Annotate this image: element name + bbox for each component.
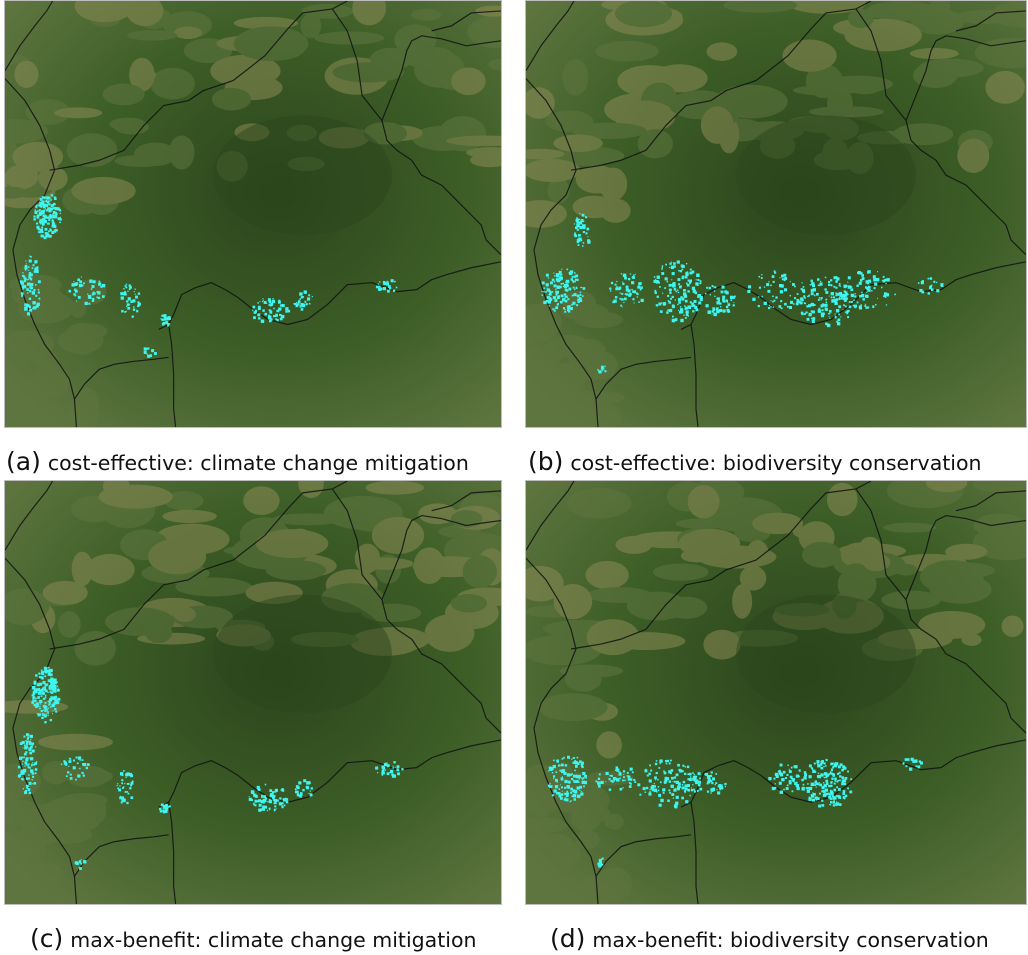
map-svg (5, 1, 501, 427)
country-borders (5, 1, 501, 427)
map-svg (526, 1, 1026, 427)
caption-text-c: max-benefit: climate change mitigation (70, 928, 477, 952)
savanna-texture (5, 1, 501, 427)
satellite-map-a (4, 0, 502, 428)
dense-forest-core (736, 594, 916, 714)
country-borders (526, 481, 1026, 904)
caption-b: (b) cost-effective: biodiversity conserv… (528, 449, 982, 475)
map-svg (5, 481, 501, 904)
dense-forest-core (213, 594, 392, 714)
caption-label-d: (d) (550, 924, 586, 953)
satellite-map-b (525, 0, 1027, 428)
savanna-texture (526, 1, 1026, 427)
caption-a: (a) cost-effective: climate change mitig… (6, 449, 469, 475)
dense-forest-core (736, 115, 916, 235)
caption-d: (d) max-benefit: biodiversity conservati… (550, 926, 989, 952)
selected-areas (547, 755, 923, 868)
map-svg (526, 481, 1026, 904)
savanna-texture (5, 481, 501, 904)
selected-areas (19, 194, 398, 358)
caption-label-c: (c) (30, 924, 64, 953)
caption-text-b: cost-effective: biodiversity conservatio… (570, 451, 982, 475)
caption-label-b: (b) (528, 447, 564, 476)
caption-text-d: max-benefit: biodiversity conservation (592, 928, 989, 952)
satellite-map-d (525, 480, 1027, 905)
caption-label-a: (a) (6, 447, 41, 476)
country-borders (526, 1, 1026, 427)
caption-c: (c) max-benefit: climate change mitigati… (30, 926, 477, 952)
dense-forest-core (213, 115, 392, 235)
selected-areas (541, 213, 944, 374)
satellite-map-c (4, 480, 502, 905)
selected-areas (17, 666, 404, 870)
caption-text-a: cost-effective: climate change mitigatio… (47, 451, 469, 475)
